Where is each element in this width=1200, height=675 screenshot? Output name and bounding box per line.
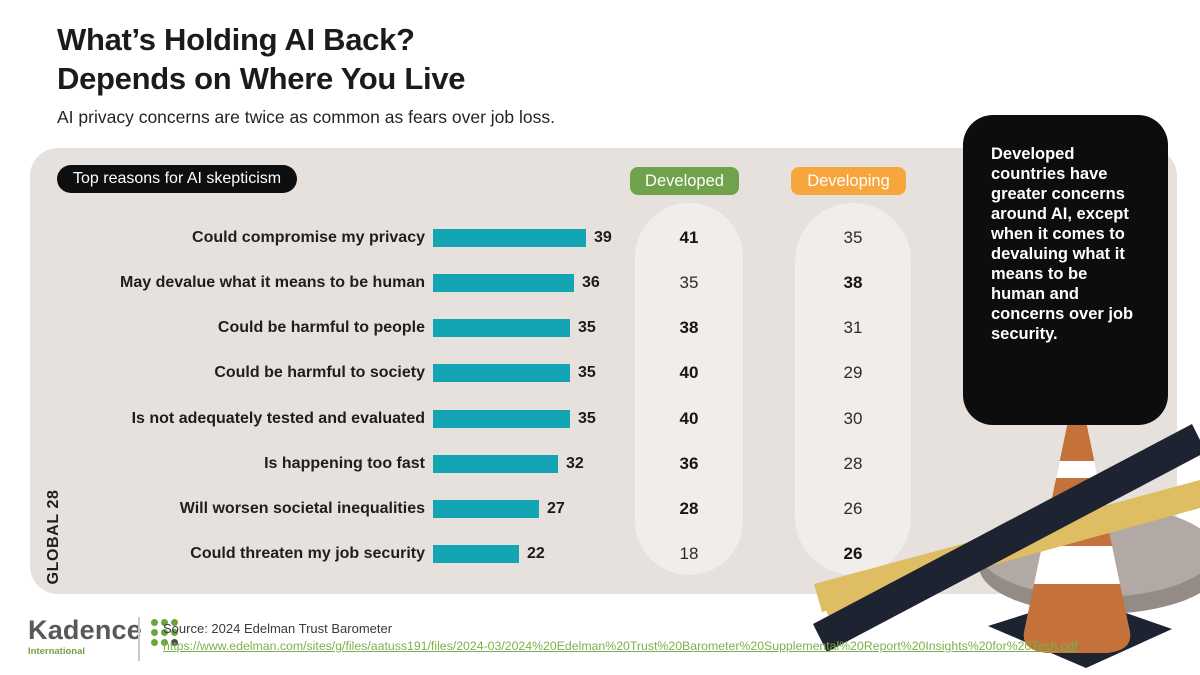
kadence-dots-icon bbox=[150, 619, 178, 646]
global-bar bbox=[433, 364, 570, 383]
row-category-label: Is happening too fast bbox=[264, 454, 425, 472]
row-category-label: Could be harmful to people bbox=[217, 319, 425, 337]
global-bar bbox=[433, 228, 586, 247]
row-category-label: Could compromise my privacy bbox=[192, 228, 425, 246]
row-category-label: Is not adequately tested and evaluated bbox=[131, 409, 425, 427]
global-bar bbox=[433, 545, 519, 564]
chart-row: Will worsen societal inequalities 27 28 26 bbox=[30, 487, 1177, 532]
page-subtitle: AI privacy concerns are twice as common … bbox=[57, 107, 555, 127]
chart-row: Could compromise my privacy 39 41 35 bbox=[30, 215, 1177, 260]
insight-callout: Developed countries have greater concern… bbox=[963, 115, 1168, 425]
row-category-label: Will worsen societal inequalities bbox=[179, 500, 425, 518]
chart-row: Is happening too fast 32 36 28 bbox=[30, 441, 1177, 486]
chart-title-pill: Top reasons for AI skepticism bbox=[57, 165, 298, 193]
insight-callout-text: Developed countries have greater concern… bbox=[991, 145, 1134, 343]
global-bar-value: 35 bbox=[578, 409, 596, 427]
developed-value: 18 bbox=[679, 544, 699, 564]
caution-tape-black bbox=[813, 424, 1200, 652]
developed-column-capsule bbox=[635, 203, 743, 575]
chart-row: Is not adequately tested and evaluated 35… bbox=[30, 396, 1177, 441]
row-category-label: Could threaten my job security bbox=[190, 545, 425, 563]
developing-value: 38 bbox=[843, 272, 863, 292]
chart-row: Could be harmful to people 35 38 31 bbox=[30, 306, 1177, 351]
global-bar bbox=[433, 273, 574, 292]
developed-value: 40 bbox=[679, 408, 699, 428]
global-bar-value: 36 bbox=[582, 273, 600, 291]
global-bar-value: 22 bbox=[527, 545, 545, 563]
developed-value: 41 bbox=[679, 227, 699, 247]
traffic-cone-illustration bbox=[813, 414, 1200, 668]
global-bar-value: 27 bbox=[547, 500, 565, 518]
title-line-1: What’s Holding AI Back? bbox=[57, 22, 415, 57]
developed-value: 35 bbox=[679, 272, 699, 292]
global-bar bbox=[433, 409, 570, 428]
developed-column-header: Developed bbox=[630, 167, 739, 195]
chart-row: Could threaten my job security 22 18 26 bbox=[30, 532, 1177, 577]
global-bar-value: 35 bbox=[578, 364, 596, 382]
page-title: What’s Holding AI Back? Depends on Where… bbox=[57, 20, 555, 98]
row-category-label: Could be harmful to society bbox=[214, 364, 425, 382]
developing-value: 30 bbox=[843, 408, 863, 428]
cone-stripe-bottom bbox=[1023, 546, 1131, 584]
developing-column-capsule bbox=[795, 203, 911, 575]
chart-row: Could be harmful to society 35 40 29 bbox=[30, 351, 1177, 396]
developing-column-header: Developing bbox=[791, 167, 906, 195]
brand-subtitle: International bbox=[28, 646, 86, 657]
source-link[interactable]: https://www.edelman.com/sites/g/files/aa… bbox=[163, 639, 1078, 653]
global-bar-value: 35 bbox=[578, 319, 596, 337]
developed-value: 28 bbox=[679, 499, 699, 519]
bar-chart-rows: Could compromise my privacy 39 41 35 May dev… bbox=[30, 215, 1177, 577]
developing-value: 26 bbox=[843, 544, 863, 564]
global-bar bbox=[433, 500, 539, 519]
global-bar bbox=[433, 454, 558, 473]
developed-value: 40 bbox=[679, 363, 699, 383]
kadence-logo: Kadence International bbox=[28, 616, 178, 657]
footer-divider bbox=[138, 617, 140, 661]
developing-value: 26 bbox=[843, 499, 863, 519]
source-label: Source: 2024 Edelman Trust Barometer bbox=[163, 621, 393, 636]
developed-value: 38 bbox=[679, 318, 699, 338]
developing-value: 28 bbox=[843, 453, 863, 473]
developed-value: 36 bbox=[679, 453, 699, 473]
brand-name: Kadence bbox=[28, 615, 142, 645]
global-28-axis-label: GLOBAL 28 bbox=[45, 489, 62, 585]
global-bar-value: 32 bbox=[566, 454, 584, 472]
row-category-label: May devalue what it means to be human bbox=[120, 273, 425, 291]
title-line-2: Depends on Where You Live bbox=[57, 61, 466, 96]
global-bar-value: 39 bbox=[594, 228, 612, 246]
global-bar bbox=[433, 319, 570, 338]
chart-row: May devalue what it means to be human 36 3… bbox=[30, 260, 1177, 305]
header: What’s Holding AI Back? Depends on Where… bbox=[57, 20, 555, 128]
developing-value: 31 bbox=[843, 318, 863, 338]
source-block: Source: 2024 Edelman Trust Barometer htt… bbox=[163, 621, 1078, 655]
developing-value: 29 bbox=[843, 363, 863, 383]
developing-value: 35 bbox=[843, 227, 863, 247]
